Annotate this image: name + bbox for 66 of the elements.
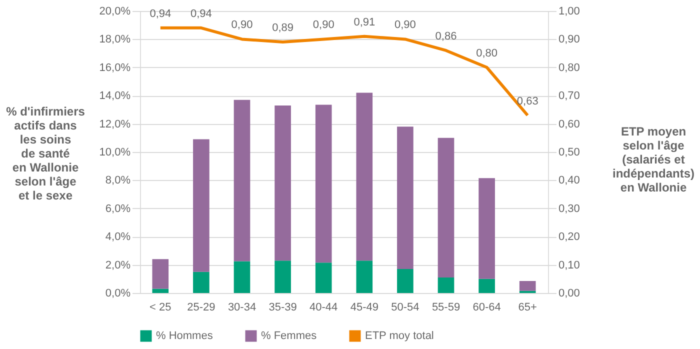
data-label: 0,90: [394, 19, 416, 32]
bar: [152, 288, 169, 293]
y2-axis-title: ETP moyen selon l'âge (salariés et indépendants) en Wallonie: [612, 124, 695, 194]
y2-tick-label: 0,80: [558, 62, 580, 74]
x-tick-label: 55-59: [432, 302, 460, 314]
y2-tick-label: 0,60: [558, 118, 580, 130]
bar: [315, 262, 332, 293]
y2-tick-label: 0,00: [558, 288, 580, 300]
bar: [438, 277, 454, 293]
y2-tick-label: 0,40: [558, 174, 580, 187]
y-tick-label: 14,0%: [99, 90, 131, 102]
x-tick-label: 25-29: [187, 302, 216, 314]
bar: [356, 260, 373, 293]
y-tick-label: 6,0%: [105, 202, 131, 215]
y2-tick-label: 0,20: [558, 231, 580, 244]
x-tick-label: 35-39: [268, 302, 297, 314]
y-tick-label: 2,0%: [105, 259, 131, 272]
bar: [315, 104, 332, 263]
data-label: 0,80: [476, 47, 498, 60]
y-tick-label: 20,0%: [99, 6, 131, 18]
y2-tick-label: 0,70: [558, 90, 580, 102]
data-label: 0,94: [190, 8, 212, 20]
y-tick-label: 0,0%: [105, 288, 131, 300]
bar: [397, 126, 414, 270]
legend-label: % Hommes: [156, 330, 214, 342]
data-label: 0,89: [272, 22, 294, 34]
bar: [478, 178, 495, 279]
y-tick-label: 12,0%: [99, 118, 131, 130]
legend-label: % Femmes: [261, 330, 318, 342]
y2-tick-label: 0,90: [558, 34, 580, 46]
x-tick-label: < 25: [150, 302, 172, 314]
y2-tick-label: 0,10: [558, 259, 580, 272]
y-tick-label: 16,0%: [99, 62, 131, 74]
x-tick-label: 65+: [518, 302, 537, 314]
x-tick-label: 40-44: [310, 302, 338, 314]
y2-tick-label: 0,50: [558, 146, 580, 158]
legend-label: ETP moy total: [365, 330, 434, 342]
data-label: 0,94: [150, 8, 172, 20]
bar: [478, 278, 495, 293]
y-axis-title: % d'infirmiers actifs dans les soins de santé en Wallonie selon l'âge et le sexe: [6, 104, 86, 202]
bar: [274, 260, 291, 293]
x-tick-label: 60-64: [472, 302, 501, 314]
bar: [234, 261, 250, 293]
bar: [152, 259, 169, 289]
y-tick-label: 10,0%: [99, 146, 131, 158]
x-tick-label: 30-34: [228, 302, 256, 314]
y2-tick-label: 0,30: [558, 202, 580, 215]
data-label: 0,90: [231, 19, 253, 32]
bar: [519, 281, 536, 291]
x-tick-label: 45-49: [350, 302, 378, 314]
y-tick-label: 18,0%: [99, 34, 131, 46]
data-label: 0,90: [312, 19, 334, 32]
data-label: 0,63: [516, 95, 538, 108]
bar: [193, 139, 210, 272]
y-tick-label: 8,0%: [105, 174, 131, 187]
bar: [193, 272, 210, 293]
y-tick-label: 4,0%: [105, 231, 131, 244]
data-label: 0,86: [435, 30, 457, 42]
bar: [274, 105, 291, 261]
bar: [356, 92, 373, 261]
bar: [234, 100, 250, 262]
data-label: 0,91: [354, 16, 376, 28]
x-tick-label: 50-54: [391, 302, 420, 314]
y2-tick-label: 1,00: [558, 6, 580, 18]
bar: [397, 269, 414, 293]
bar: [438, 138, 454, 278]
